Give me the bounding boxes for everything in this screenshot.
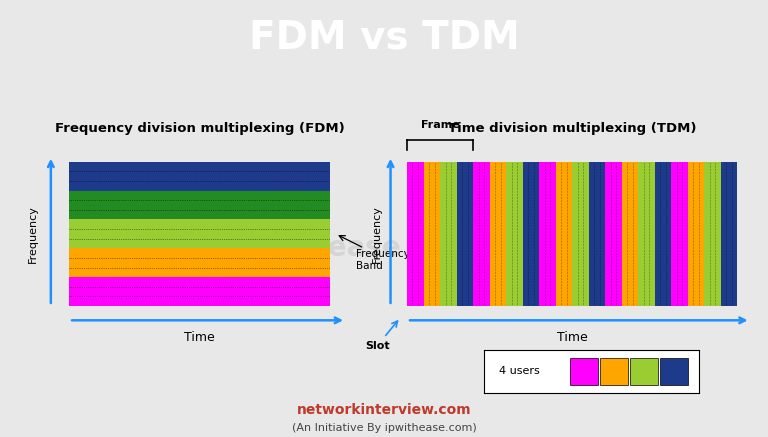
Bar — [539, 162, 555, 306]
Bar — [490, 162, 506, 306]
Text: Slot: Slot — [365, 341, 389, 351]
Bar — [720, 162, 737, 306]
Text: networkinterview.com: networkinterview.com — [296, 403, 472, 417]
Bar — [638, 162, 654, 306]
Bar — [456, 162, 473, 306]
Text: (An Initiative By ipwithease.com): (An Initiative By ipwithease.com) — [292, 423, 476, 433]
Bar — [69, 219, 330, 248]
Bar — [69, 162, 330, 191]
Bar — [704, 162, 720, 306]
Text: Frequency division multiplexing (FDM): Frequency division multiplexing (FDM) — [55, 122, 345, 135]
Bar — [688, 162, 704, 306]
Bar — [506, 162, 522, 306]
Bar — [605, 162, 622, 306]
Text: FDM vs TDM: FDM vs TDM — [249, 18, 519, 56]
Text: 4 users: 4 users — [499, 367, 540, 376]
Bar — [660, 358, 688, 385]
Bar — [69, 248, 330, 277]
Bar — [522, 162, 539, 306]
Text: Time: Time — [557, 331, 588, 344]
Bar — [630, 358, 658, 385]
Bar — [407, 162, 424, 306]
Bar — [671, 162, 688, 306]
Text: Frequency: Frequency — [28, 205, 38, 263]
Bar — [69, 191, 330, 219]
Bar — [572, 162, 588, 306]
Bar — [654, 162, 671, 306]
Text: Time division multiplexing (TDM): Time division multiplexing (TDM) — [448, 122, 697, 135]
Text: Frame: Frame — [421, 120, 459, 130]
Bar — [600, 358, 628, 385]
Bar — [424, 162, 440, 306]
Bar — [588, 162, 605, 306]
Bar — [69, 277, 330, 306]
Text: ipwithease.com: ipwithease.com — [230, 234, 476, 262]
Text: Time: Time — [184, 331, 215, 344]
Bar — [622, 162, 638, 306]
Bar — [473, 162, 490, 306]
Text: Frequency
Band: Frequency Band — [356, 249, 410, 271]
Bar — [440, 162, 456, 306]
Bar — [570, 358, 598, 385]
Bar — [556, 162, 572, 306]
Text: Frequency: Frequency — [372, 205, 382, 263]
